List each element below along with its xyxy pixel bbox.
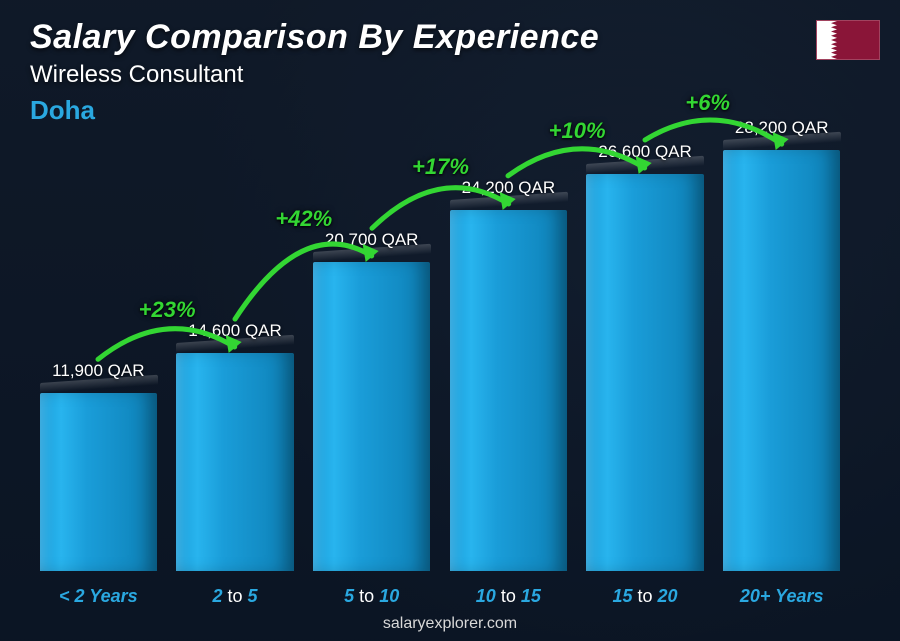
bar-value-label: 20,700 QAR [302,230,442,250]
location: Doha [30,95,599,126]
x-axis-label: 15 to 20 [577,586,714,607]
bar-value-label: 11,900 QAR [28,361,168,381]
bar-column: 11,900 QAR [30,150,167,571]
increase-percent-label: +6% [685,90,730,116]
increase-percent-label: +23% [139,297,196,323]
bar [586,174,704,571]
bar-column: 24,200 QAR [440,150,577,571]
x-axis-label: 2 to 5 [167,586,304,607]
qatar-flag-icon [816,20,880,60]
bar-column: 28,200 QAR [713,150,850,571]
bar-value-label: 26,600 QAR [575,142,715,162]
page-title: Salary Comparison By Experience [30,18,599,57]
header: Salary Comparison By Experience Wireless… [30,18,599,126]
x-axis-label: 5 to 10 [303,586,440,607]
bar-chart: 11,900 QAR 14,600 QAR 20,700 QAR 24,200 QAR… [30,150,850,571]
bar [313,262,431,571]
bar [176,353,294,571]
bar-value-label: 28,200 QAR [712,118,852,138]
x-axis-label: < 2 Years [30,586,167,607]
x-axis-label: 20+ Years [713,586,850,607]
bar-value-label: 24,200 QAR [438,178,578,198]
footer-site: salaryexplorer.com [0,615,900,633]
increase-percent-label: +42% [275,206,332,232]
increase-percent-label: +17% [412,154,469,180]
bar [723,150,841,571]
increase-percent-label: +10% [549,118,606,144]
x-axis-label: 10 to 15 [440,586,577,607]
bar-value-label: 14,600 QAR [165,321,305,341]
bar [450,210,568,571]
job-title: Wireless Consultant [30,61,599,89]
bar [40,393,158,571]
x-axis-labels: < 2 Years2 to 55 to 1010 to 1515 to 2020… [30,586,850,607]
bar-column: 26,600 QAR [577,150,714,571]
